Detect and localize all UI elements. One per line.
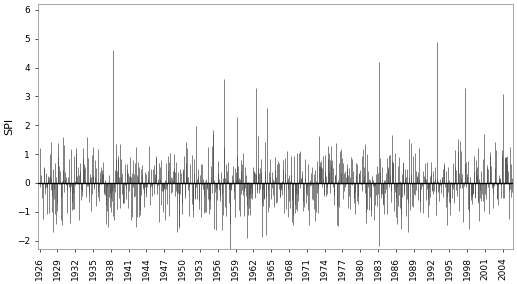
Y-axis label: SPI: SPI [4, 118, 14, 135]
